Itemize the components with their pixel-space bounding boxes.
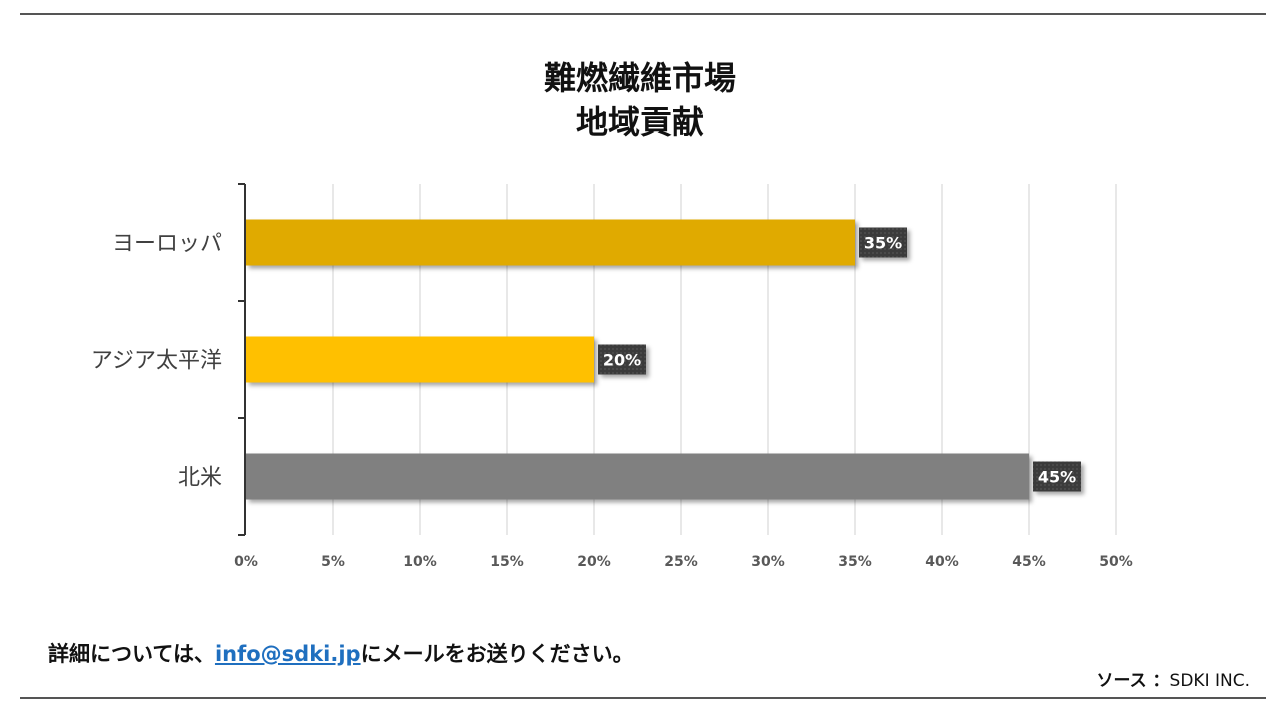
contact-text-before: 詳細については、 [48, 642, 215, 666]
data-labels: 35% 20% 45% [598, 227, 1081, 492]
bottom-rule [20, 697, 1266, 699]
data-label: 20% [603, 351, 641, 370]
category-label: ヨーロッパ [112, 232, 222, 257]
x-tick-label: 20% [577, 554, 611, 570]
x-tick-label: 15% [490, 554, 524, 570]
x-tick-label: 30% [751, 554, 785, 570]
chart-title-line2: 地域貢献 [575, 103, 704, 141]
data-label-box [859, 227, 907, 258]
data-label: 35% [864, 234, 902, 253]
x-tick-label: 0% [234, 554, 258, 570]
contact-email-link[interactable]: info@sdki.jp [214, 642, 361, 666]
bar [246, 336, 594, 383]
source-label: ソース ： [1096, 671, 1170, 691]
contact-text-after: にメールをお送りください。 [360, 642, 634, 666]
source-value: SDKI INC. [1169, 671, 1250, 691]
bar [246, 453, 1029, 500]
x-tick-label: 5% [321, 554, 345, 570]
x-tick-label: 45% [1012, 554, 1046, 570]
top-rule [20, 13, 1266, 15]
category-label: アジア太平洋 [91, 349, 222, 374]
x-tick-label: 50% [1099, 554, 1133, 570]
data-label-box [1033, 461, 1081, 492]
x-tick-labels: 0% 5% 10% 15% 20% 25% 30% 35% 40% 45% 50% [234, 554, 1133, 570]
category-label: 北米 [178, 466, 222, 491]
source-note: ソース ：SDKI INC. [1096, 666, 1250, 691]
data-label: 45% [1038, 468, 1076, 487]
y-axis [238, 183, 246, 536]
contact-note: 詳細については、info@sdki.jpにメールをお送りください。 [48, 638, 634, 668]
x-tick-label: 40% [925, 554, 959, 570]
x-tick-label: 10% [403, 554, 437, 570]
bar [246, 219, 855, 266]
x-tick-label: 25% [664, 554, 698, 570]
x-tick-label: 35% [838, 554, 872, 570]
bars [246, 219, 1029, 500]
chart-title-line1: 難燃繊維市場 [543, 59, 736, 97]
data-label-box [598, 344, 646, 375]
